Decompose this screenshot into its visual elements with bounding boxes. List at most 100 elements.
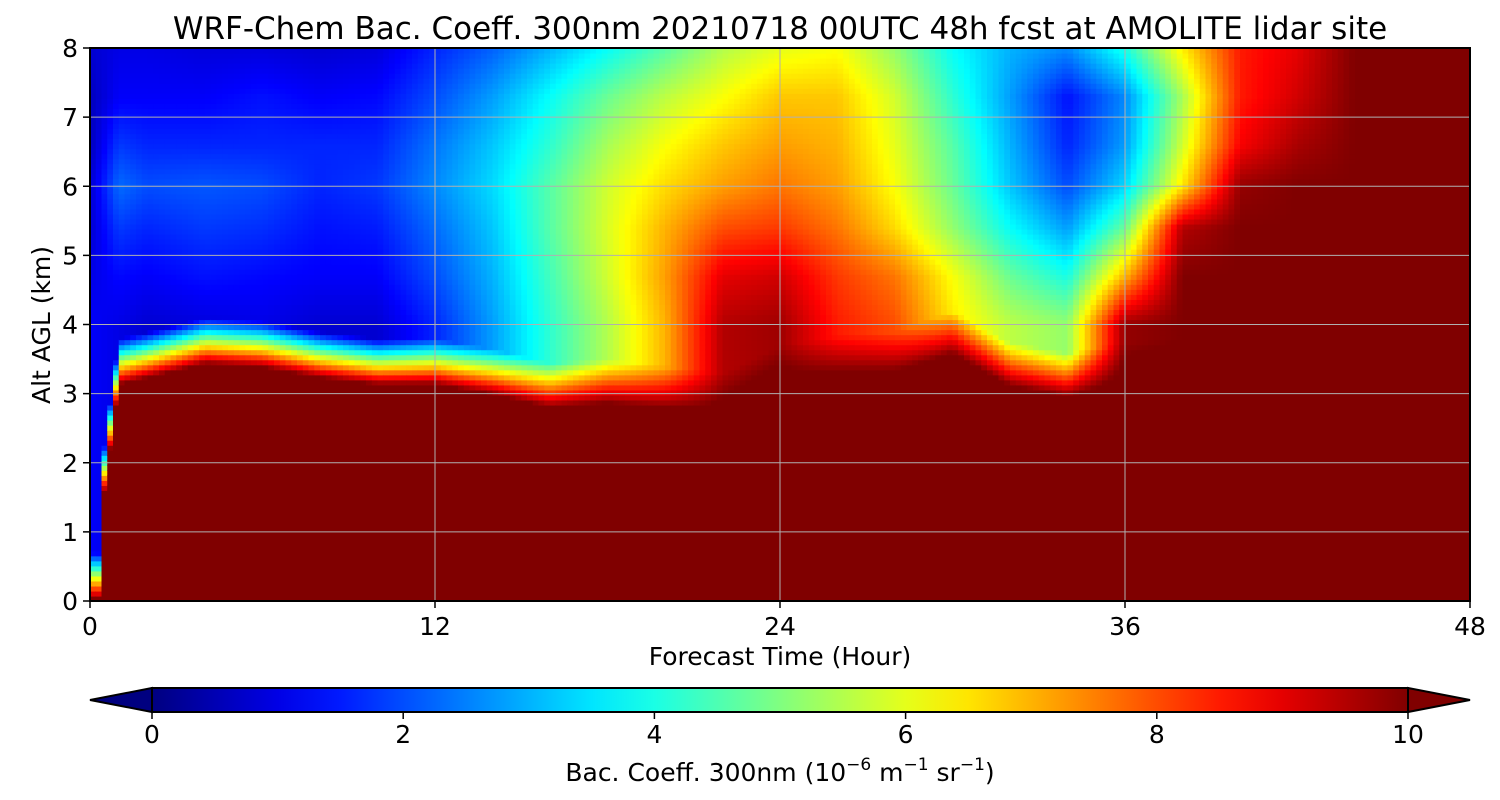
heatmap-cell [102,314,108,320]
heatmap-cell [142,103,148,109]
heatmap-cell [148,470,154,476]
heatmap-cell [130,400,136,406]
heatmap-cell [148,380,154,386]
heatmap-cell [125,440,131,446]
heatmap-cell [148,108,154,114]
heatmap-cell [125,551,131,557]
heatmap-cell [125,500,131,506]
heatmap-cell [113,88,119,94]
heatmap-cell [102,415,108,421]
heatmap-cell [148,144,154,150]
heatmap-cell [102,450,108,456]
heatmap-cell [130,576,136,582]
heatmap-cell [142,425,148,431]
heatmap-cell [107,159,113,165]
heatmap-cell [142,274,148,280]
heatmap-cell [171,500,177,506]
heatmap-cell [159,294,165,300]
heatmap-cell [125,169,131,175]
heatmap-cell [148,410,154,416]
heatmap-cell [119,395,125,401]
heatmap-cell [119,450,125,456]
heatmap-cell [107,199,113,205]
heatmap-cell [113,495,119,501]
heatmap-cell [113,149,119,155]
heatmap-cell [102,98,108,104]
heatmap-cell [102,108,108,114]
heatmap-cell [113,425,119,431]
heatmap-cell [148,455,154,461]
heatmap-cell [153,561,159,567]
heatmap-cell [113,83,119,89]
heatmap-cell [153,365,159,371]
heatmap-cell [107,229,113,235]
heatmap-cell [153,164,159,170]
heatmap-cell [159,370,165,376]
heatmap-cell [159,224,165,230]
heatmap-cell [107,294,113,300]
heatmap-cell [119,390,125,396]
heatmap-cell [165,108,171,114]
heatmap-cell [119,576,125,582]
heatmap-cell [119,400,125,406]
heatmap-cell [113,189,119,195]
heatmap-cell [148,591,154,597]
heatmap-cell [148,224,154,230]
heatmap-cell [102,234,108,240]
heatmap-cell [119,108,125,114]
heatmap-cell [125,566,131,572]
heatmap-cell [113,169,119,175]
heatmap-cell [153,83,159,89]
heatmap-cell [159,430,165,436]
heatmap-cell [113,430,119,436]
heatmap-cell [136,566,142,572]
heatmap-cell [113,571,119,577]
heatmap-cell [136,586,142,592]
heatmap-cell [136,556,142,562]
heatmap-cell [165,63,171,69]
heatmap-cell [107,475,113,481]
heatmap-cell [148,93,154,99]
heatmap-cell [107,224,113,230]
heatmap-cell [119,325,125,331]
heatmap-cell [153,385,159,391]
heatmap-cell [119,274,125,280]
heatmap-cell [107,58,113,64]
heatmap-cell [136,63,142,69]
heatmap-cell [107,274,113,280]
heatmap-cell [142,123,148,129]
heatmap-cell [119,475,125,481]
heatmap-cell [153,355,159,361]
heatmap-cell [119,465,125,471]
heatmap-cell [153,239,159,245]
heatmap-cell [136,194,142,200]
heatmap-cell [119,219,125,225]
heatmap-cell [171,546,177,552]
heatmap-cell [165,576,171,582]
heatmap-cell [148,194,154,200]
heatmap-cell [102,581,108,587]
heatmap-cell [113,325,119,331]
heatmap-cell [107,350,113,356]
heatmap-cell [142,88,148,94]
heatmap-cell [96,309,102,315]
heatmap-cell [148,264,154,270]
heatmap-cell [136,199,142,205]
heatmap-cell [130,495,136,501]
heatmap-cell [113,511,119,517]
heatmap-cell [142,470,148,476]
heatmap-cell [153,330,159,336]
heatmap-cell [159,53,165,59]
heatmap-cell [130,420,136,426]
heatmap-cell [96,445,102,451]
heatmap-cell [119,405,125,411]
heatmap-cell [102,495,108,501]
heatmap-cell [171,440,177,446]
heatmap-cell [130,395,136,401]
heatmap-cell [136,340,142,346]
heatmap-cell [142,93,148,99]
heatmap-cell [130,234,136,240]
heatmap-cell [153,249,159,255]
heatmap-cell [153,189,159,195]
heatmap-cell [107,325,113,331]
